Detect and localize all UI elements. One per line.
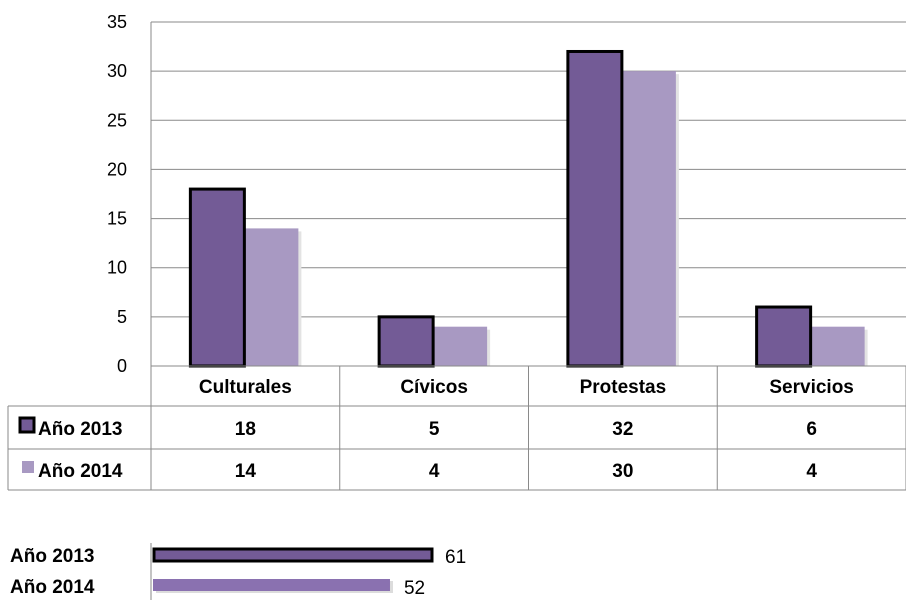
total-bar-label: Año 2014 xyxy=(10,577,95,598)
series-name: Año 2014 xyxy=(38,461,123,482)
category-label: Protestas xyxy=(580,377,667,398)
total-bar-2013 xyxy=(152,547,434,563)
table-cell: 32 xyxy=(612,419,633,440)
table-cell: 5 xyxy=(429,419,440,440)
category-label: Servicios xyxy=(769,377,854,398)
table-cell: 4 xyxy=(806,461,817,482)
legend-key-2013 xyxy=(18,416,36,434)
category-label: Culturales xyxy=(199,377,292,398)
bar-2014-Protestas xyxy=(621,71,676,367)
bar-2013-Culturales xyxy=(188,187,246,368)
category-label: Cívicos xyxy=(400,377,468,398)
total-bar-2014 xyxy=(153,579,390,591)
total-data-label: 52 xyxy=(404,578,425,599)
total-data-label: 61 xyxy=(445,547,466,568)
table-cell: 30 xyxy=(612,461,633,482)
total-bar-label: Año 2013 xyxy=(10,546,94,567)
table-cell: 18 xyxy=(235,419,256,440)
bar-2013-Protestas xyxy=(566,49,624,368)
y-tick-label: 10 xyxy=(107,258,127,278)
y-tick-label: 15 xyxy=(107,209,127,229)
y-axis: 0 5 10 15 20 25 30 35 xyxy=(107,12,152,376)
y-tick-label: 0 xyxy=(117,356,127,376)
legend-key-2014 xyxy=(22,461,34,473)
bar-2013-Cívicos xyxy=(377,315,435,368)
table-cell: 14 xyxy=(235,461,257,482)
table-cell: 4 xyxy=(429,461,440,482)
y-tick-label: 30 xyxy=(107,61,127,81)
totals-bar-chart: Año 2013 61 Año 2014 52 xyxy=(10,543,466,600)
bar-2014-Servicios xyxy=(810,326,865,366)
bar-2014-Cívicos xyxy=(433,326,488,366)
bars xyxy=(151,49,906,368)
bar-2014-Culturales xyxy=(244,228,299,366)
y-tick-label: 20 xyxy=(107,159,127,179)
series-name: Año 2013 xyxy=(38,419,122,440)
y-tick-label: 25 xyxy=(107,110,127,130)
table-cell: 6 xyxy=(806,419,817,440)
bar-2013-Servicios xyxy=(755,305,813,368)
y-tick-label: 5 xyxy=(117,307,127,327)
y-tick-label: 35 xyxy=(107,12,127,32)
data-table: Culturales Cívicos Protestas Servicios Año 2… xyxy=(7,365,906,491)
